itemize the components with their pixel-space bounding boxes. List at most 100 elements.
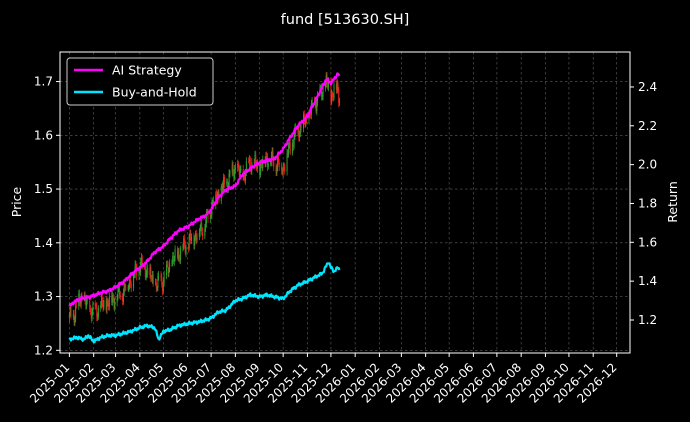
right-tick-label: 1.2 bbox=[638, 313, 657, 327]
candle-body bbox=[253, 162, 255, 164]
left-tick-label: 1.5 bbox=[34, 182, 53, 196]
candle-body bbox=[138, 269, 140, 277]
right-tick-label: 2.0 bbox=[638, 158, 657, 172]
candle-body bbox=[174, 248, 176, 259]
candle-body bbox=[331, 93, 333, 97]
candle-body bbox=[171, 261, 173, 264]
candle-body bbox=[267, 163, 269, 167]
candle-body bbox=[277, 157, 279, 168]
candle-body bbox=[166, 264, 168, 266]
candle-body bbox=[107, 300, 109, 304]
candle-body bbox=[289, 143, 291, 153]
candle-body bbox=[260, 163, 262, 165]
legend: AI Strategy Buy-and-Hold bbox=[66, 57, 214, 106]
candle-body bbox=[89, 300, 91, 309]
candle-body bbox=[198, 232, 200, 238]
candle-body bbox=[144, 265, 146, 277]
ai-strategy-line bbox=[68, 72, 341, 307]
candle-body bbox=[262, 158, 264, 168]
right-axis-label: Return bbox=[665, 181, 680, 222]
chart-title: fund [513630.SH] bbox=[281, 12, 410, 28]
candle-body bbox=[117, 288, 119, 299]
candle-body bbox=[157, 276, 159, 288]
left-axis-label: Price bbox=[9, 186, 24, 217]
candle-body bbox=[86, 300, 88, 301]
candle-body bbox=[231, 164, 233, 173]
candle-body bbox=[240, 169, 242, 171]
candle-body bbox=[96, 306, 98, 318]
candle-body bbox=[124, 283, 126, 288]
candle-body bbox=[158, 275, 160, 277]
candle-body bbox=[209, 213, 211, 219]
candle-body bbox=[189, 233, 191, 236]
candle-body bbox=[304, 122, 306, 124]
candle-body bbox=[248, 159, 250, 162]
candle-body bbox=[321, 95, 323, 98]
candle-body bbox=[237, 163, 239, 168]
candle-body bbox=[75, 305, 77, 307]
candle-body bbox=[145, 273, 147, 277]
candle-body bbox=[151, 278, 153, 280]
candle-body bbox=[245, 172, 247, 181]
candle-body bbox=[226, 181, 228, 185]
candle-body bbox=[335, 84, 337, 90]
candle-body bbox=[150, 267, 152, 279]
candle-body bbox=[133, 274, 135, 289]
legend-box bbox=[66, 57, 214, 106]
candle-body bbox=[339, 101, 341, 104]
candle-body bbox=[162, 284, 164, 292]
plot-frame bbox=[59, 51, 631, 354]
candle-body bbox=[332, 96, 334, 98]
candle-body bbox=[70, 307, 72, 316]
candle-body bbox=[271, 151, 273, 155]
buy-and-hold-line bbox=[68, 262, 341, 344]
candle-body bbox=[297, 127, 299, 134]
candle-body bbox=[162, 282, 164, 292]
candle-body bbox=[338, 89, 340, 104]
candle-body bbox=[259, 163, 261, 176]
candle-body bbox=[179, 258, 181, 261]
candle-body bbox=[202, 231, 203, 237]
candle-body bbox=[222, 185, 224, 192]
candle-body bbox=[167, 264, 169, 274]
candle-body bbox=[243, 175, 245, 177]
candle-body bbox=[91, 311, 93, 319]
candle-body bbox=[173, 258, 175, 262]
candle-body bbox=[147, 267, 149, 276]
candle-body bbox=[283, 166, 285, 168]
left-tick-label: 1.6 bbox=[34, 128, 53, 142]
candle-body bbox=[288, 143, 290, 145]
candle-body bbox=[261, 164, 263, 168]
candle-body bbox=[72, 313, 74, 316]
candle-body bbox=[266, 155, 268, 157]
candle-body bbox=[215, 194, 217, 206]
candle-body bbox=[163, 274, 165, 283]
candle-body bbox=[221, 186, 223, 192]
candle-body bbox=[298, 127, 300, 138]
candle-body bbox=[266, 156, 268, 167]
legend-label-ai-strategy: AI Strategy bbox=[112, 63, 182, 78]
candle-body bbox=[232, 164, 234, 173]
candle-body bbox=[273, 162, 275, 167]
candle-body bbox=[95, 305, 97, 307]
right-tick-label: 1.4 bbox=[638, 274, 657, 288]
candle-body bbox=[299, 125, 301, 135]
candle-body bbox=[146, 267, 148, 274]
candle-body bbox=[74, 318, 76, 323]
candle-body bbox=[180, 248, 182, 261]
left-tick-label: 1.4 bbox=[34, 236, 53, 250]
candle-body bbox=[141, 257, 143, 266]
candle-body bbox=[125, 287, 127, 289]
candle-body bbox=[238, 163, 240, 168]
candle-body bbox=[151, 275, 153, 280]
candle-body bbox=[73, 313, 75, 323]
candle-body bbox=[250, 168, 252, 171]
candle-body bbox=[133, 274, 135, 275]
candle-body bbox=[122, 292, 124, 302]
candle-body bbox=[204, 228, 206, 237]
candle-body bbox=[108, 303, 110, 307]
candle-body bbox=[205, 211, 207, 224]
candle-body bbox=[287, 153, 289, 155]
candle-body bbox=[233, 172, 235, 178]
